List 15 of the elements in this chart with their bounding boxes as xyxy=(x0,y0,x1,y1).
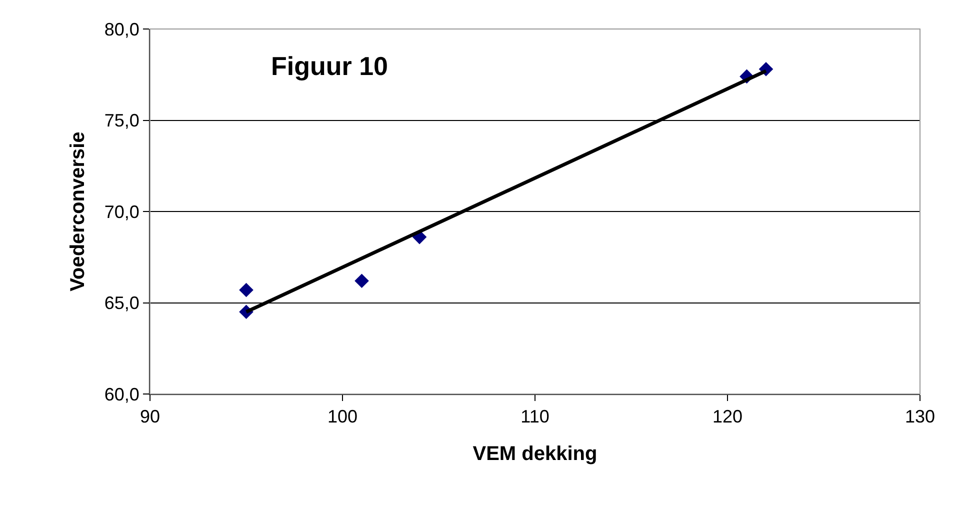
y-tick-label: 60,0 xyxy=(104,384,140,404)
y-tick-label: 70,0 xyxy=(104,202,140,222)
y-tick-label: 65,0 xyxy=(104,293,140,314)
point xyxy=(239,282,254,298)
x-tick-label: 100 xyxy=(327,406,358,427)
x-axis-title: VEM dekking xyxy=(472,443,598,466)
y-tick-label: 75,0 xyxy=(104,110,140,131)
y-axis-title: Voederconversie xyxy=(66,132,89,292)
x-tick-label: 90 xyxy=(140,406,160,427)
x-tick-label: 120 xyxy=(712,406,743,427)
x-tick-label: 110 xyxy=(520,406,550,427)
x-tick-label: 130 xyxy=(904,406,936,427)
y-tick-label: 80,0 xyxy=(104,19,140,40)
text: Figuur 10 xyxy=(271,51,388,81)
point xyxy=(354,274,369,288)
